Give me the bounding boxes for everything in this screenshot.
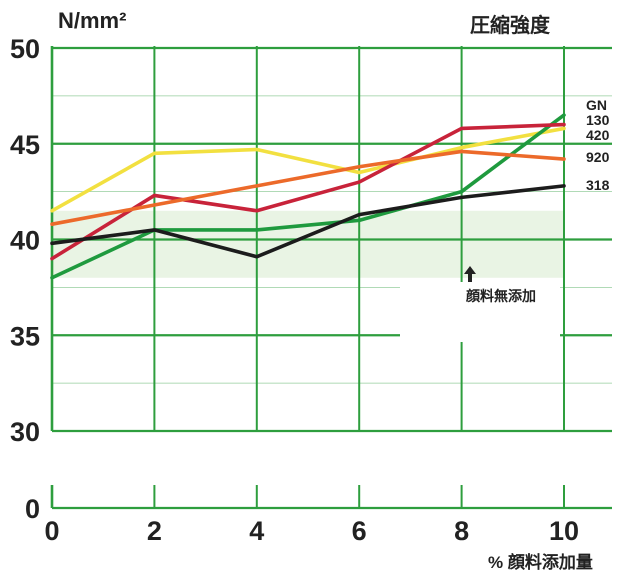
y-tick-label: 50: [10, 34, 40, 64]
series-line-920: [50, 149, 566, 226]
x-tick-label: 6: [352, 516, 367, 546]
y-axis-unit: N/mm²: [58, 8, 126, 33]
series-line-318: [50, 184, 566, 259]
y-tick-label: 0: [25, 494, 40, 524]
x-tick-label: 4: [249, 516, 264, 546]
arrow-up-icon: [464, 266, 476, 282]
grid: [50, 46, 612, 510]
series-label-420: 420: [586, 127, 610, 143]
x-axis-label: % 顔料添加量: [488, 552, 593, 572]
labels: N/mm² 圧縮強度 % 顔料添加量 GN1304209203185045403…: [10, 8, 610, 572]
series-label-920: 920: [586, 149, 610, 165]
series-label-GN: GN: [586, 97, 607, 113]
x-tick-label: 8: [454, 516, 469, 546]
reference-note-label: 顔料無添加: [465, 288, 536, 304]
series-label-130: 130: [586, 112, 610, 128]
series-lines: [50, 113, 566, 280]
series-label-318: 318: [586, 177, 610, 193]
y-tick-label: 40: [10, 226, 40, 256]
reference-note: 顔料無添加: [400, 266, 560, 342]
y-tick-label: 35: [10, 321, 40, 351]
series-line-GN: [50, 126, 566, 213]
reference-band: [52, 210, 564, 278]
chart-title: 圧縮強度: [470, 13, 551, 37]
x-tick-label: 10: [549, 516, 579, 546]
series-line-420: [50, 122, 566, 261]
x-tick-label: 0: [44, 516, 59, 546]
y-tick-label: 30: [10, 417, 40, 447]
note-box: [400, 282, 560, 342]
y-tick-label: 45: [10, 130, 40, 160]
series-line-130: [50, 113, 566, 280]
x-tick-label: 2: [147, 516, 162, 546]
